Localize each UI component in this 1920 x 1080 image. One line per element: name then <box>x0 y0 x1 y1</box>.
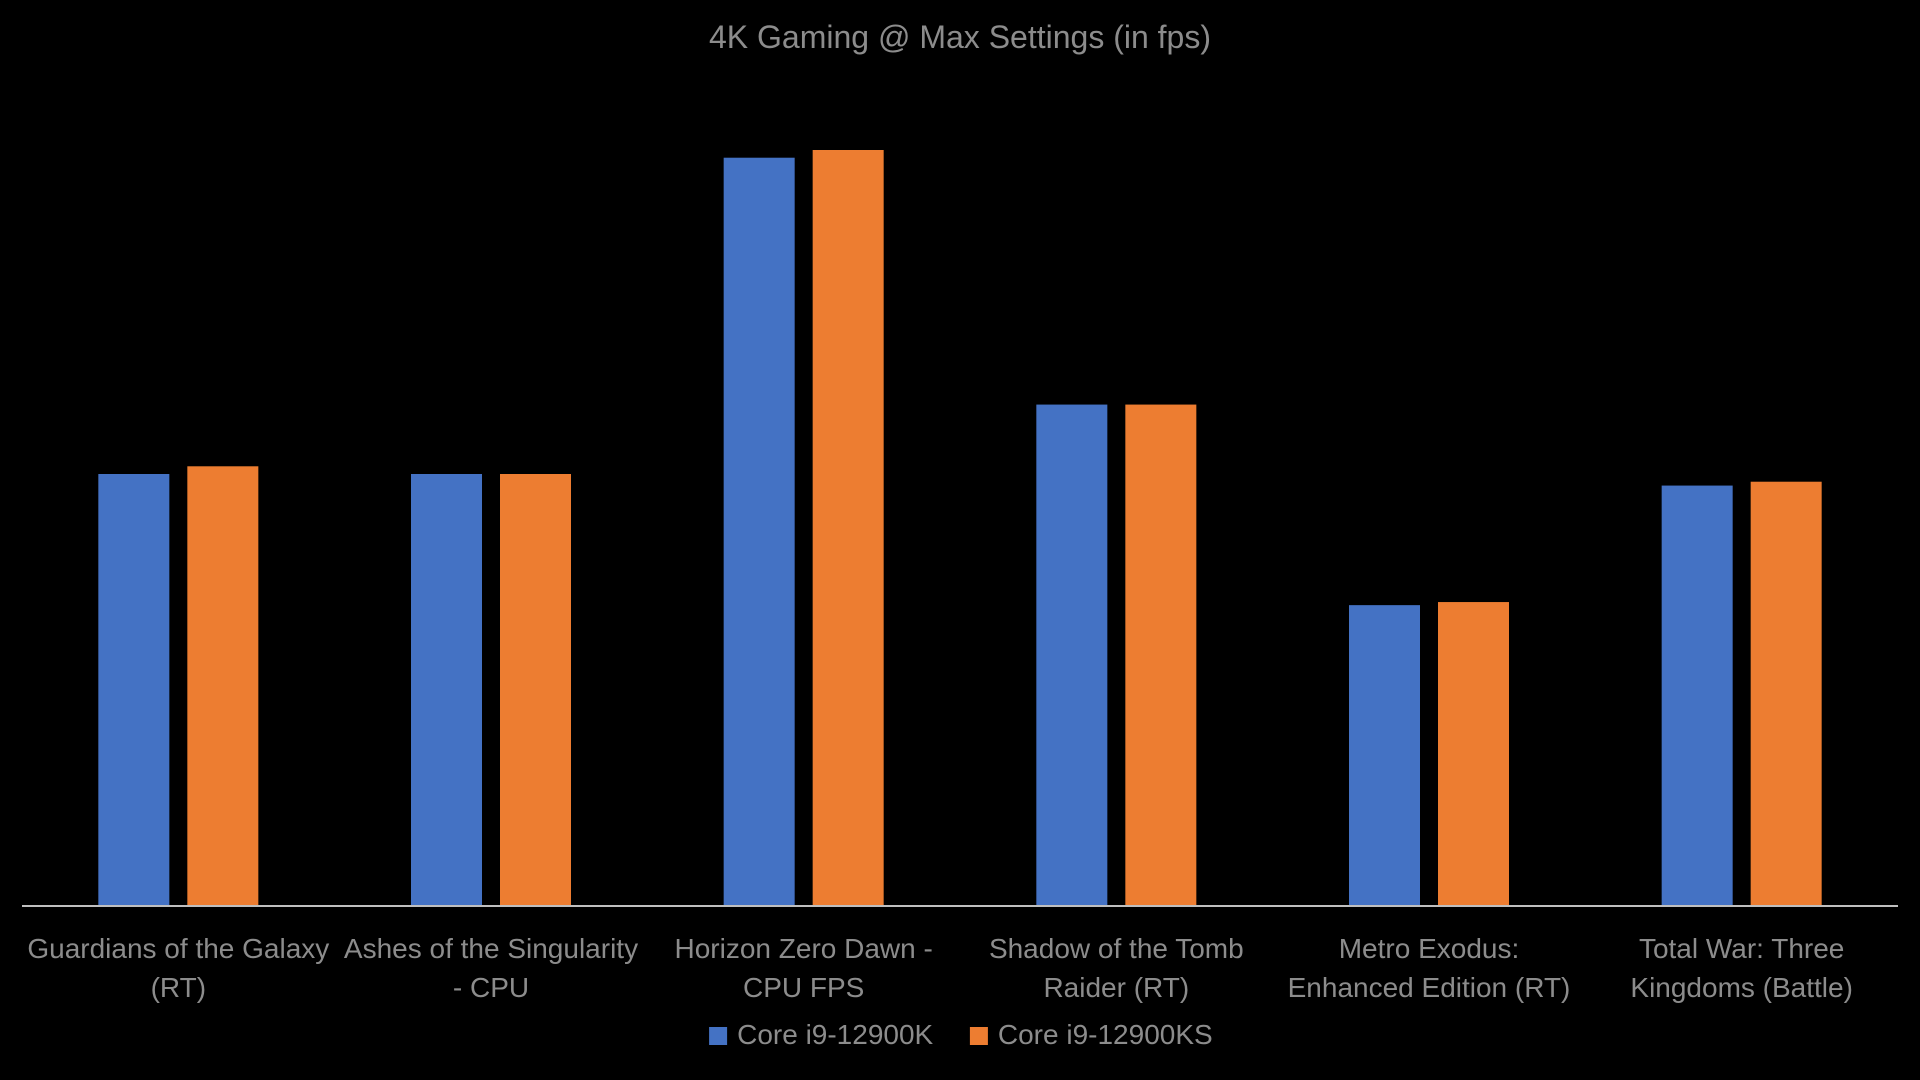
bar-ks-5 <box>1750 481 1822 906</box>
legend-item: Core i9-12900KS <box>969 1019 1213 1050</box>
bars-layer <box>98 150 1822 906</box>
bar-k-4 <box>1349 605 1420 906</box>
bar-k-2 <box>723 157 795 906</box>
bar-k-5 <box>1661 485 1733 906</box>
x-tick-label: Ashes of the Singularity - CPU <box>344 933 638 1003</box>
chart-title: 4K Gaming @ Max Settings (in fps) <box>709 19 1211 55</box>
bar-k-0 <box>98 474 170 906</box>
x-tick-label: Guardians of the Galaxy (RT) <box>27 933 329 1003</box>
bar-ks-4 <box>1438 602 1509 906</box>
bar-k-1 <box>411 474 482 906</box>
legend: Core i9-12900K Core i9-12900KS <box>709 1019 1213 1050</box>
x-tick-labels: Guardians of the Galaxy (RT)Ashes of the … <box>27 933 1853 1003</box>
legend-item: Core i9-12900K <box>709 1019 934 1050</box>
bar-ks-0 <box>187 466 259 906</box>
bar-ks-1 <box>500 474 571 906</box>
bar-ks-2 <box>812 150 884 906</box>
x-tick-label: Shadow of the Tomb Raider (RT) <box>989 933 1244 1003</box>
x-tick-label: Horizon Zero Dawn -CPU FPS <box>675 933 933 1003</box>
x-tick-label: Total War: Three Kingdoms (Battle) <box>1630 933 1853 1003</box>
x-tick-label: Metro Exodus: Enhanced Edition (RT) <box>1288 933 1571 1003</box>
legend-label: Core i9-12900K <box>737 1019 933 1050</box>
bar-k-3 <box>1036 404 1108 906</box>
legend-label: Core i9-12900KS <box>998 1019 1213 1050</box>
bar-ks-3 <box>1125 404 1197 906</box>
legend-swatch <box>709 1027 728 1045</box>
legend-swatch <box>969 1027 988 1045</box>
